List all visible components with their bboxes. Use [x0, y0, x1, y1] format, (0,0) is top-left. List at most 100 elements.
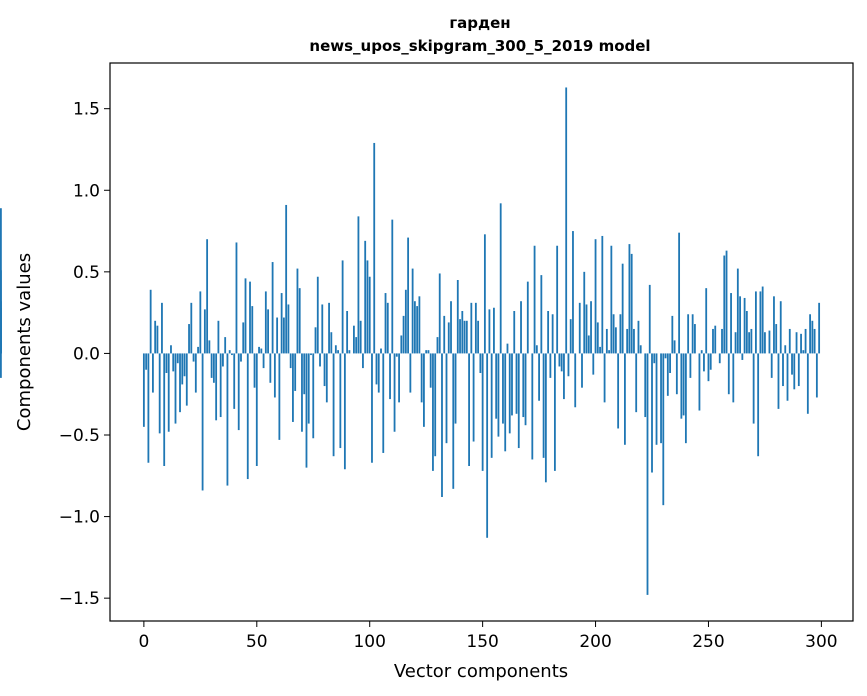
bar-166	[517, 353, 520, 449]
x-axis-label: Vector components	[394, 661, 568, 682]
chart-title: гарден	[449, 14, 510, 32]
bar-49	[253, 353, 256, 388]
bar-140	[459, 319, 461, 354]
bar-200	[594, 239, 597, 354]
bar-195	[583, 271, 586, 354]
bar-103	[375, 353, 378, 385]
bar-77	[316, 276, 319, 354]
y-tick-label: −1.5	[59, 589, 100, 609]
bar-188	[567, 353, 570, 377]
bar-17	[181, 353, 184, 385]
bar-202	[599, 346, 601, 354]
bar-95	[357, 216, 360, 354]
bar-4	[152, 353, 154, 393]
bar-156	[495, 353, 498, 419]
bar-162	[508, 353, 511, 434]
bar-23	[194, 353, 197, 393]
bar-220	[639, 345, 642, 354]
bar-219	[637, 320, 640, 354]
bar-132	[441, 353, 443, 497]
bar-146	[472, 353, 475, 442]
bar-151	[483, 234, 486, 354]
chart-subtitle: news_upos_skipgram_300_5_2019 model	[309, 37, 650, 55]
bar-222	[644, 353, 647, 418]
bar-213	[624, 353, 626, 445]
bar-67	[294, 353, 297, 391]
y-tick-label: 1.5	[73, 100, 100, 120]
bar-51	[258, 346, 260, 354]
bar-265	[741, 353, 744, 360]
bar-15	[176, 353, 179, 364]
bar-204	[603, 353, 606, 403]
bar-247	[700, 350, 703, 354]
bar-206	[608, 350, 610, 354]
bar-21	[190, 302, 193, 354]
bar-7	[158, 353, 161, 434]
bar-149	[479, 353, 482, 373]
bar-30	[210, 353, 213, 378]
bar-233	[669, 353, 671, 373]
bar-148	[477, 320, 480, 354]
bar-73	[307, 353, 310, 424]
bar-83	[330, 332, 333, 354]
bar-44	[242, 322, 245, 354]
bar-139	[456, 280, 459, 354]
bar-33	[217, 320, 220, 354]
x-tick-label: 300	[805, 632, 837, 652]
bar-244	[694, 324, 696, 354]
bar-series	[0, 87, 821, 595]
bar-2	[147, 353, 150, 463]
bar-168	[522, 353, 525, 418]
bar-237	[678, 232, 681, 354]
bar-66	[292, 353, 294, 422]
bar-249	[705, 288, 708, 354]
bar-82	[328, 302, 330, 354]
bar-47	[249, 281, 251, 354]
bar-123	[420, 353, 423, 403]
bar-240	[684, 353, 687, 444]
bar-190	[572, 231, 574, 354]
bar-256	[721, 328, 723, 354]
bar-32	[215, 353, 218, 421]
bar-154	[490, 353, 493, 458]
bar-29	[208, 340, 211, 354]
bar-115	[402, 315, 405, 354]
bar-57	[271, 262, 274, 354]
bar-172	[531, 353, 534, 460]
bar-72	[305, 353, 308, 468]
bar-40	[233, 353, 236, 409]
y-tick-label: −1.0	[59, 508, 100, 528]
bar-271	[754, 291, 757, 354]
bar-19	[185, 353, 188, 406]
bar-274	[761, 286, 764, 354]
bar-179	[547, 311, 550, 354]
bar-45	[244, 278, 247, 354]
bar-158	[499, 203, 502, 354]
bar-31	[212, 353, 215, 383]
bar-165	[515, 353, 518, 414]
bar-114	[400, 335, 403, 354]
x-tick-label: 250	[692, 632, 724, 652]
bar-128	[432, 353, 434, 471]
bar-86	[337, 350, 339, 354]
bar-10	[165, 353, 168, 373]
y-tick-label: −0.5	[59, 426, 100, 446]
bar-85	[334, 345, 337, 354]
bar-295	[809, 314, 811, 354]
bar-101	[371, 353, 373, 463]
bar-138	[454, 353, 457, 424]
bar-155	[493, 307, 495, 354]
bar-106	[382, 353, 385, 453]
bar-102	[373, 142, 376, 354]
bar-135	[447, 322, 450, 354]
bar-157	[497, 353, 500, 437]
bar-288	[793, 353, 796, 390]
bar-205	[605, 328, 608, 354]
bar-253	[714, 325, 717, 354]
bar-14	[174, 353, 177, 424]
bar-127	[429, 353, 432, 388]
bar-120	[413, 301, 416, 354]
bar-18	[183, 353, 186, 377]
bar-65	[289, 353, 292, 369]
